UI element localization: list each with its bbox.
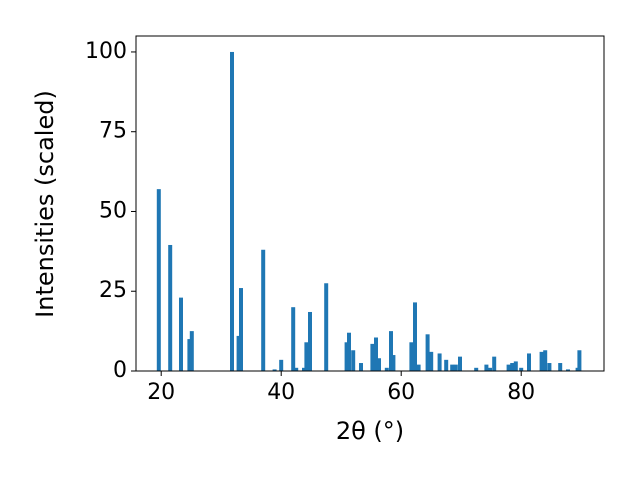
bar <box>409 342 414 371</box>
x-axis-label: 2θ (°) <box>336 417 404 445</box>
bar <box>344 342 349 371</box>
bar <box>384 367 389 371</box>
y-tick-label: 0 <box>113 358 127 383</box>
bar <box>304 342 309 371</box>
bar <box>506 364 511 371</box>
x-tick-label: 20 <box>147 380 175 405</box>
bar <box>374 337 378 371</box>
bar <box>444 359 449 371</box>
bar <box>291 307 296 371</box>
bar <box>377 358 381 371</box>
bar <box>510 363 515 371</box>
bar <box>308 311 312 371</box>
bar <box>458 356 462 371</box>
x-tick-label: 60 <box>387 380 415 405</box>
bar <box>484 364 489 371</box>
bar <box>156 189 161 371</box>
x-tick-label: 40 <box>267 380 295 405</box>
bar <box>429 351 434 371</box>
bar <box>566 369 570 371</box>
bar <box>413 302 417 371</box>
bar <box>302 367 306 371</box>
bar <box>347 332 351 371</box>
bar <box>179 297 183 371</box>
bar <box>359 363 363 371</box>
bar <box>425 334 430 371</box>
bar <box>324 283 329 371</box>
bar <box>351 350 356 371</box>
bar <box>492 356 497 371</box>
bar <box>389 331 393 371</box>
bar <box>230 51 234 371</box>
plot-frame <box>135 35 605 372</box>
bar <box>519 367 524 371</box>
bar <box>547 363 552 371</box>
bar <box>577 350 582 371</box>
bar <box>236 335 241 371</box>
bar <box>543 350 548 371</box>
x-tick-label: 80 <box>507 380 535 405</box>
bar <box>168 244 173 371</box>
y-axis-label: Intensities (scaled) <box>31 90 59 318</box>
bar <box>261 249 266 371</box>
y-tick-label: 50 <box>99 198 127 223</box>
bar <box>488 367 492 371</box>
bar <box>187 339 192 371</box>
bar <box>239 288 243 371</box>
bar <box>391 355 396 371</box>
bar <box>453 364 458 371</box>
bar <box>513 361 518 371</box>
bar <box>416 364 421 371</box>
bar <box>437 353 442 371</box>
bar <box>189 331 194 371</box>
y-tick-label: 100 <box>85 39 127 64</box>
bar <box>279 359 284 371</box>
bar <box>272 369 277 371</box>
bar <box>527 353 531 371</box>
bar <box>558 363 563 371</box>
bar <box>294 367 299 371</box>
y-tick-label: 75 <box>99 119 127 144</box>
y-tick-label: 25 <box>99 278 127 303</box>
bar <box>539 351 544 371</box>
bar <box>450 364 455 371</box>
bar <box>370 343 375 371</box>
bar <box>474 367 479 371</box>
